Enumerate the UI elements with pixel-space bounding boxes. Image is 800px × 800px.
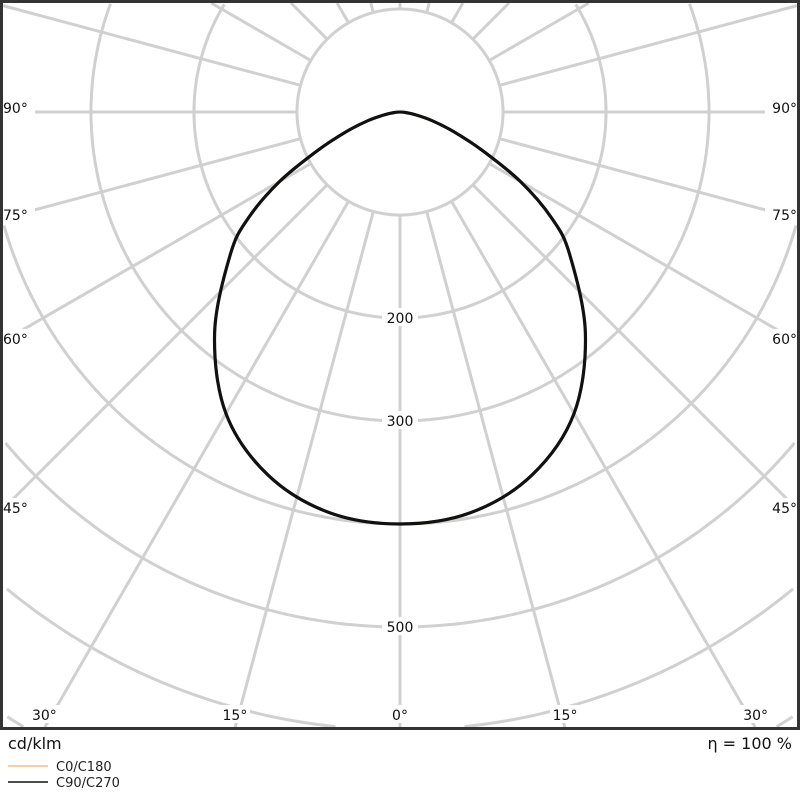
grid-ring bbox=[2, 225, 798, 526]
curves bbox=[212, 110, 588, 526]
efficiency-label: η = 100 % bbox=[707, 734, 792, 753]
angle-label-bg bbox=[550, 705, 581, 723]
angle-label: 45° bbox=[772, 501, 797, 517]
grid-spoke bbox=[425, 2, 431, 13]
unit-label: cd/klm bbox=[8, 734, 62, 753]
angle-label-bg bbox=[3, 98, 35, 116]
grid-ring bbox=[6, 715, 794, 729]
grid-ring bbox=[192, 3, 608, 320]
grid-spoke bbox=[289, 1, 329, 41]
angle-label: 90° bbox=[3, 101, 28, 117]
angle-label-bg bbox=[765, 498, 797, 516]
angle-label: 15° bbox=[553, 708, 578, 724]
grid-spoke bbox=[488, 1, 590, 62]
angle-label: 60° bbox=[3, 332, 28, 348]
angle-label: 30° bbox=[743, 708, 768, 724]
angle-label: 75° bbox=[3, 208, 28, 224]
radial-tick-label: 200 bbox=[387, 311, 414, 327]
grid-spoke bbox=[450, 200, 757, 728]
legend-label: C90/C270 bbox=[56, 776, 120, 791]
angle-label: 90° bbox=[772, 101, 797, 117]
radial-label-bg bbox=[382, 308, 418, 326]
angle-label-bg bbox=[740, 705, 771, 723]
grid-ring bbox=[4, 442, 796, 629]
angle-label: 60° bbox=[772, 332, 797, 348]
angle-label: 15° bbox=[223, 708, 248, 724]
radial-tick-label: 300 bbox=[387, 414, 414, 430]
polar-grid bbox=[1, 1, 799, 729]
grid-spoke bbox=[425, 211, 567, 728]
angle-label-bg bbox=[765, 98, 797, 116]
grid-ring bbox=[5, 587, 795, 729]
grid-spoke bbox=[335, 2, 350, 24]
grid-spoke bbox=[210, 1, 312, 62]
legend-label: C0/C180 bbox=[56, 760, 112, 775]
angle-label-bg bbox=[3, 498, 35, 516]
angle-label: 30° bbox=[32, 708, 57, 724]
angle-label-bg bbox=[29, 705, 60, 723]
grid-spoke bbox=[450, 2, 465, 24]
radial-label-bg bbox=[382, 411, 418, 429]
angle-label-bg bbox=[3, 205, 35, 224]
grid-spoke bbox=[471, 1, 511, 41]
chart-frame bbox=[0, 0, 800, 730]
grid-ring bbox=[89, 3, 711, 423]
angle-label-bg bbox=[219, 705, 250, 723]
grid-spoke bbox=[2, 4, 301, 87]
angle-label-bg bbox=[765, 205, 797, 224]
axis-labels: 200 300 500 90° 90° 75° 75° 60° 60° 45° 45° 30° 15° 0… bbox=[3, 98, 797, 724]
grid-spoke bbox=[369, 2, 375, 13]
grid-spoke bbox=[43, 200, 350, 728]
grid-spoke bbox=[499, 137, 798, 220]
angle-label: 0° bbox=[392, 708, 408, 724]
radial-tick-label: 500 bbox=[387, 620, 414, 636]
angle-label-bg bbox=[3, 328, 35, 347]
grid-spoke bbox=[488, 162, 798, 343]
angle-label-bg bbox=[385, 705, 415, 723]
grid-spoke bbox=[2, 137, 301, 220]
grid-spoke bbox=[233, 211, 375, 728]
grid-spoke bbox=[2, 162, 312, 343]
grid-spoke bbox=[471, 183, 799, 511]
curve-c90-c270 bbox=[212, 110, 588, 526]
angle-label: 45° bbox=[3, 501, 28, 517]
angle-label: 75° bbox=[772, 208, 797, 224]
radial-label-bg bbox=[382, 617, 418, 635]
grid-spoke bbox=[1, 183, 329, 511]
grid-spoke bbox=[499, 4, 798, 87]
angle-label-bg bbox=[765, 328, 797, 347]
